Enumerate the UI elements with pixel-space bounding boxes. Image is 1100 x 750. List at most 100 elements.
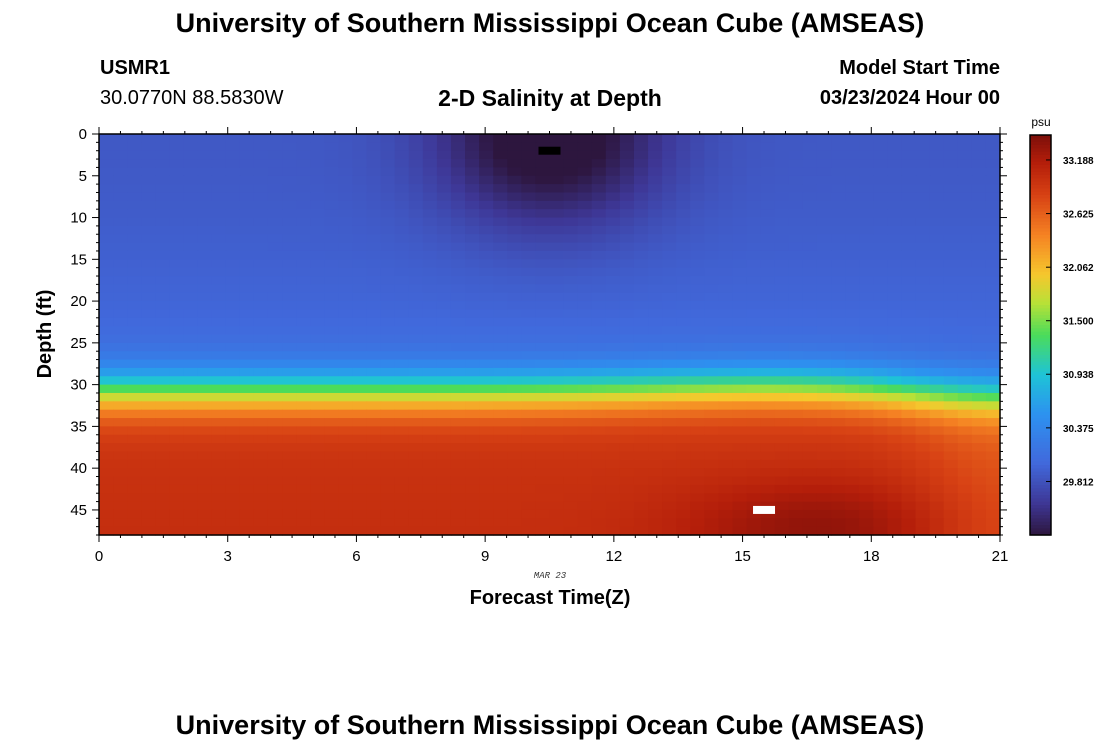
heatmap-cell — [985, 301, 1001, 311]
heatmap-cell — [633, 209, 649, 219]
heatmap-cell — [901, 326, 917, 336]
colorbar-band — [1030, 408, 1051, 413]
heatmap-cell — [296, 367, 311, 377]
heatmap-cell — [338, 493, 354, 503]
heatmap-cell — [521, 292, 537, 302]
heatmap-cell — [929, 443, 945, 453]
heatmap-cell — [507, 351, 522, 361]
heatmap-cell — [563, 200, 579, 210]
heatmap-cell — [324, 217, 339, 227]
heatmap-cell — [493, 134, 508, 143]
heatmap-cell — [915, 142, 931, 152]
heatmap-cell — [422, 384, 438, 394]
heatmap-cell — [366, 309, 382, 319]
heatmap-cell — [535, 476, 551, 486]
heatmap-cell — [380, 159, 396, 169]
colorbar-band — [1030, 368, 1051, 373]
heatmap-cell — [690, 409, 705, 419]
heatmap-cell — [493, 526, 508, 536]
heatmap-cell — [352, 192, 368, 202]
heatmap-cell — [845, 459, 860, 469]
heatmap-cell — [887, 359, 903, 369]
heatmap-cell — [619, 443, 635, 453]
heatmap-cell — [366, 367, 382, 377]
heatmap-cell — [479, 159, 494, 169]
heatmap-cell — [704, 367, 720, 377]
heatmap-cell — [296, 250, 311, 260]
heatmap-cell — [436, 150, 452, 160]
heatmap-cell — [366, 184, 382, 194]
heatmap-cell — [957, 142, 973, 152]
heatmap-cell — [422, 451, 438, 461]
heatmap-cell — [788, 184, 804, 194]
heatmap-cell — [169, 501, 185, 511]
heatmap-cell — [704, 284, 720, 294]
colorbar-band — [1030, 138, 1051, 143]
heatmap-cell — [648, 434, 663, 444]
heatmap-cell — [816, 493, 832, 503]
heatmap-cell — [267, 317, 283, 327]
heatmap-cell — [816, 276, 832, 285]
colorbar-band — [1030, 365, 1051, 369]
heatmap-cell — [718, 468, 734, 478]
heatmap-cell — [985, 175, 1001, 185]
heatmap-cell — [253, 217, 269, 227]
heatmap-cell — [901, 301, 917, 311]
heatmap-cell — [324, 167, 339, 177]
heatmap-cell — [648, 451, 663, 461]
heatmap-cell — [197, 392, 213, 402]
heatmap-cell — [676, 459, 691, 469]
heatmap-cell — [774, 451, 790, 461]
heatmap-cell — [282, 267, 297, 277]
heatmap-cell — [141, 493, 156, 503]
heatmap-cell — [436, 518, 452, 528]
heatmap-cell — [605, 476, 621, 486]
heatmap-cell — [253, 200, 269, 210]
heatmap-cell — [253, 234, 269, 244]
heatmap-cell — [619, 276, 635, 285]
heatmap-cell — [366, 217, 382, 227]
heatmap-cell — [802, 217, 818, 227]
heatmap-cell — [169, 301, 185, 311]
heatmap-cell — [113, 342, 128, 352]
heatmap-cell — [676, 250, 691, 260]
heatmap-cell — [676, 209, 691, 219]
heatmap-cell — [479, 418, 494, 427]
heatmap-cell — [648, 418, 663, 427]
heatmap-cell — [183, 476, 199, 486]
heatmap-cell — [211, 234, 227, 244]
heatmap-cell — [450, 526, 466, 536]
heatmap-cell — [549, 509, 565, 519]
heatmap-cell — [422, 292, 438, 302]
heatmap-cell — [225, 409, 241, 419]
heatmap-cell — [971, 267, 987, 277]
heatmap-cell — [704, 259, 720, 269]
heatmap-cell — [662, 367, 677, 377]
heatmap-cell — [605, 518, 621, 528]
heatmap-cell — [267, 384, 283, 394]
heatmap-cell — [99, 284, 114, 294]
heatmap-cell — [493, 234, 508, 244]
heatmap-cell — [296, 392, 311, 402]
heatmap-cell — [183, 150, 199, 160]
heatmap-cell — [113, 301, 128, 311]
heatmap-cell — [225, 234, 241, 244]
heatmap-cell — [211, 392, 227, 402]
heatmap-cell — [169, 250, 185, 260]
heatmap-cell — [521, 284, 537, 294]
colorbar-tick-label: 30.938 — [1063, 370, 1094, 381]
heatmap-cell — [225, 501, 241, 511]
colorbar-band — [1030, 228, 1051, 233]
heatmap-cell — [985, 284, 1001, 294]
heatmap-cell — [887, 326, 903, 336]
heatmap-cell — [169, 401, 185, 411]
heatmap-cell — [676, 276, 691, 285]
heatmap-cell — [831, 451, 846, 461]
heatmap-cell — [577, 468, 593, 478]
heatmap-cell — [760, 359, 776, 369]
heatmap-cell — [591, 184, 607, 194]
heatmap-cell — [704, 509, 720, 519]
heatmap-cell — [239, 326, 255, 336]
heatmap-cell — [493, 317, 508, 327]
heatmap-cell — [577, 167, 593, 177]
